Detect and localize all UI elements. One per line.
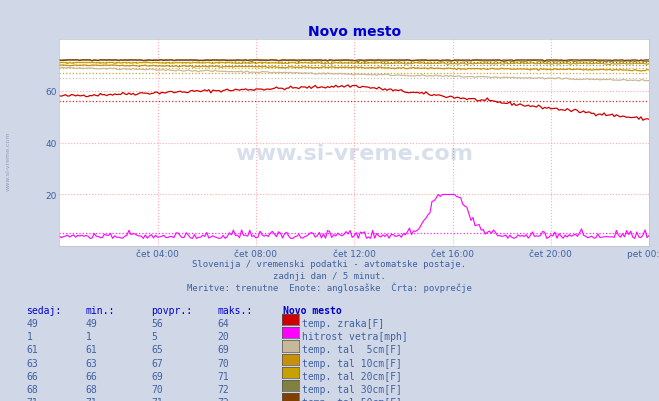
Text: 1: 1 — [26, 331, 32, 341]
Text: temp. zraka[F]: temp. zraka[F] — [302, 318, 384, 328]
Text: temp. tal 20cm[F]: temp. tal 20cm[F] — [302, 371, 402, 381]
Text: povpr.:: povpr.: — [152, 305, 192, 315]
Text: min.:: min.: — [86, 305, 115, 315]
Text: 65: 65 — [152, 344, 163, 354]
Text: 66: 66 — [86, 371, 98, 381]
Text: zadnji dan / 5 minut.: zadnji dan / 5 minut. — [273, 272, 386, 281]
Text: 71: 71 — [86, 397, 98, 401]
Text: 70: 70 — [217, 358, 229, 368]
Text: www.si-vreme.com: www.si-vreme.com — [6, 131, 11, 190]
Text: 72: 72 — [217, 384, 229, 394]
Text: www.si-vreme.com: www.si-vreme.com — [235, 144, 473, 164]
Text: 63: 63 — [86, 358, 98, 368]
Text: 68: 68 — [26, 384, 38, 394]
Text: 69: 69 — [217, 344, 229, 354]
Text: 69: 69 — [152, 371, 163, 381]
Text: 5: 5 — [152, 331, 158, 341]
Text: 1: 1 — [86, 331, 92, 341]
Text: Meritve: trenutne  Enote: anglosaške  Črta: povprečje: Meritve: trenutne Enote: anglosaške Črta… — [187, 282, 472, 293]
Text: hitrost vetra[mph]: hitrost vetra[mph] — [302, 331, 407, 341]
Text: 70: 70 — [152, 384, 163, 394]
Text: 71: 71 — [152, 397, 163, 401]
Text: 63: 63 — [26, 358, 38, 368]
Text: 61: 61 — [26, 344, 38, 354]
Text: 56: 56 — [152, 318, 163, 328]
Text: maks.:: maks.: — [217, 305, 252, 315]
Text: 66: 66 — [26, 371, 38, 381]
Text: Novo mesto: Novo mesto — [283, 305, 342, 315]
Text: temp. tal 10cm[F]: temp. tal 10cm[F] — [302, 358, 402, 368]
Text: 20: 20 — [217, 331, 229, 341]
Text: 49: 49 — [86, 318, 98, 328]
Text: temp. tal 30cm[F]: temp. tal 30cm[F] — [302, 384, 402, 394]
Text: 68: 68 — [86, 384, 98, 394]
Text: 72: 72 — [217, 397, 229, 401]
Text: 61: 61 — [86, 344, 98, 354]
Text: sedaj:: sedaj: — [26, 305, 61, 315]
Text: 71: 71 — [26, 397, 38, 401]
Text: 67: 67 — [152, 358, 163, 368]
Text: Slovenija / vremenski podatki - avtomatske postaje.: Slovenija / vremenski podatki - avtomats… — [192, 260, 467, 269]
Text: temp. tal  5cm[F]: temp. tal 5cm[F] — [302, 344, 402, 354]
Title: Novo mesto: Novo mesto — [308, 25, 401, 39]
Text: 71: 71 — [217, 371, 229, 381]
Text: temp. tal 50cm[F]: temp. tal 50cm[F] — [302, 397, 402, 401]
Text: 49: 49 — [26, 318, 38, 328]
Text: 64: 64 — [217, 318, 229, 328]
